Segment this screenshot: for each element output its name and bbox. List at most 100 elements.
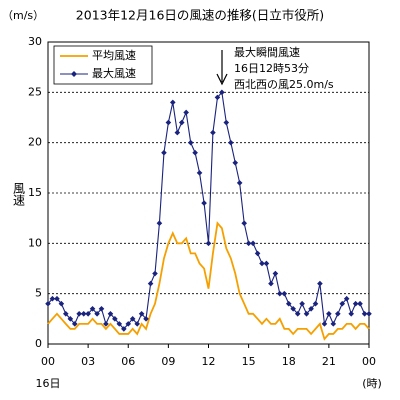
annotation-line: 最大瞬間風速 bbox=[234, 45, 300, 59]
marker bbox=[352, 300, 359, 307]
annotation-line: 西北西の風25.0m/s bbox=[234, 78, 334, 91]
marker bbox=[268, 280, 274, 287]
marker bbox=[259, 260, 265, 267]
x-tick-label: 15 bbox=[242, 355, 256, 368]
y-tick-label: 15 bbox=[28, 186, 42, 199]
marker bbox=[152, 270, 158, 277]
marker bbox=[272, 270, 279, 277]
marker bbox=[178, 119, 185, 126]
marker bbox=[138, 311, 145, 317]
marker bbox=[214, 94, 221, 101]
marker bbox=[281, 290, 288, 297]
marker bbox=[71, 321, 78, 327]
marker bbox=[357, 300, 363, 307]
marker bbox=[143, 316, 149, 322]
marker bbox=[183, 109, 189, 116]
plot-frame bbox=[47, 41, 370, 345]
marker bbox=[134, 321, 141, 327]
marker bbox=[161, 149, 167, 156]
marker bbox=[348, 311, 355, 317]
marker bbox=[219, 89, 225, 96]
marker bbox=[245, 240, 252, 247]
marker bbox=[361, 311, 368, 317]
x-tick-label: 03 bbox=[81, 355, 95, 368]
marker bbox=[201, 200, 207, 206]
marker bbox=[317, 280, 323, 287]
marker bbox=[236, 180, 243, 186]
chart-title: 2013年12月16日の風速の推移(日立市役所) bbox=[76, 8, 324, 23]
marker bbox=[58, 300, 65, 307]
marker bbox=[294, 311, 301, 317]
marker bbox=[330, 321, 337, 327]
x-date: 16日 bbox=[36, 377, 61, 390]
x-tick-label: 00 bbox=[41, 355, 55, 368]
marker bbox=[62, 311, 69, 317]
marker bbox=[321, 321, 328, 327]
marker bbox=[98, 305, 105, 312]
marker bbox=[254, 250, 261, 257]
marker bbox=[129, 316, 136, 322]
marker bbox=[196, 170, 203, 176]
marker bbox=[169, 99, 176, 106]
series-line bbox=[47, 221, 370, 341]
x-tick-label: 09 bbox=[161, 355, 175, 368]
marker bbox=[232, 160, 239, 166]
x-tick-label: 21 bbox=[322, 355, 336, 368]
marker bbox=[343, 295, 350, 302]
marker bbox=[205, 240, 212, 247]
marker bbox=[303, 311, 310, 317]
x-tick-label: 00 bbox=[362, 355, 376, 368]
marker bbox=[121, 326, 127, 332]
marker bbox=[80, 311, 87, 317]
x-tick-label: 12 bbox=[202, 355, 216, 368]
marker bbox=[312, 300, 319, 307]
marker bbox=[156, 220, 163, 226]
marker bbox=[112, 316, 118, 322]
y-tick-label: 5 bbox=[35, 287, 42, 300]
marker bbox=[326, 311, 332, 317]
marker bbox=[192, 149, 198, 156]
marker bbox=[299, 300, 305, 307]
marker bbox=[174, 129, 181, 136]
marker bbox=[85, 311, 91, 317]
marker bbox=[107, 311, 114, 317]
annotation-line: 16日12時53分 bbox=[234, 62, 309, 75]
marker bbox=[335, 311, 341, 317]
marker bbox=[290, 305, 296, 312]
marker bbox=[54, 295, 60, 302]
marker bbox=[210, 129, 216, 136]
x-tick-label: 18 bbox=[282, 355, 296, 368]
marker bbox=[125, 321, 132, 327]
marker bbox=[94, 311, 100, 317]
y-unit: （m/s） bbox=[2, 9, 44, 22]
marker bbox=[76, 311, 82, 317]
marker bbox=[116, 321, 123, 327]
x-unit: (時) bbox=[362, 377, 382, 390]
legend-label: 平均風速 bbox=[92, 48, 136, 62]
marker bbox=[223, 119, 230, 126]
marker bbox=[89, 305, 96, 312]
marker bbox=[165, 119, 172, 126]
marker bbox=[366, 311, 372, 317]
marker bbox=[187, 139, 194, 146]
marker bbox=[263, 260, 270, 267]
marker bbox=[308, 305, 314, 312]
marker bbox=[285, 300, 292, 307]
y-tick-label: 10 bbox=[28, 236, 42, 249]
annotation: 最大瞬間風速 16日12時53分 西北西の風25.0m/s bbox=[216, 45, 334, 91]
marker bbox=[49, 295, 56, 302]
marker bbox=[45, 300, 51, 307]
marker bbox=[67, 316, 74, 322]
y-tick-label: 20 bbox=[28, 136, 42, 149]
legend-marker bbox=[71, 71, 77, 77]
marker bbox=[103, 321, 109, 327]
legend-label: 最大風速 bbox=[92, 66, 136, 80]
legend-box bbox=[53, 45, 153, 85]
y-axis-label: 風速 bbox=[12, 182, 26, 207]
marker bbox=[339, 300, 346, 307]
y-tick-label: 25 bbox=[28, 85, 42, 98]
y-tick-label: 0 bbox=[35, 337, 42, 350]
